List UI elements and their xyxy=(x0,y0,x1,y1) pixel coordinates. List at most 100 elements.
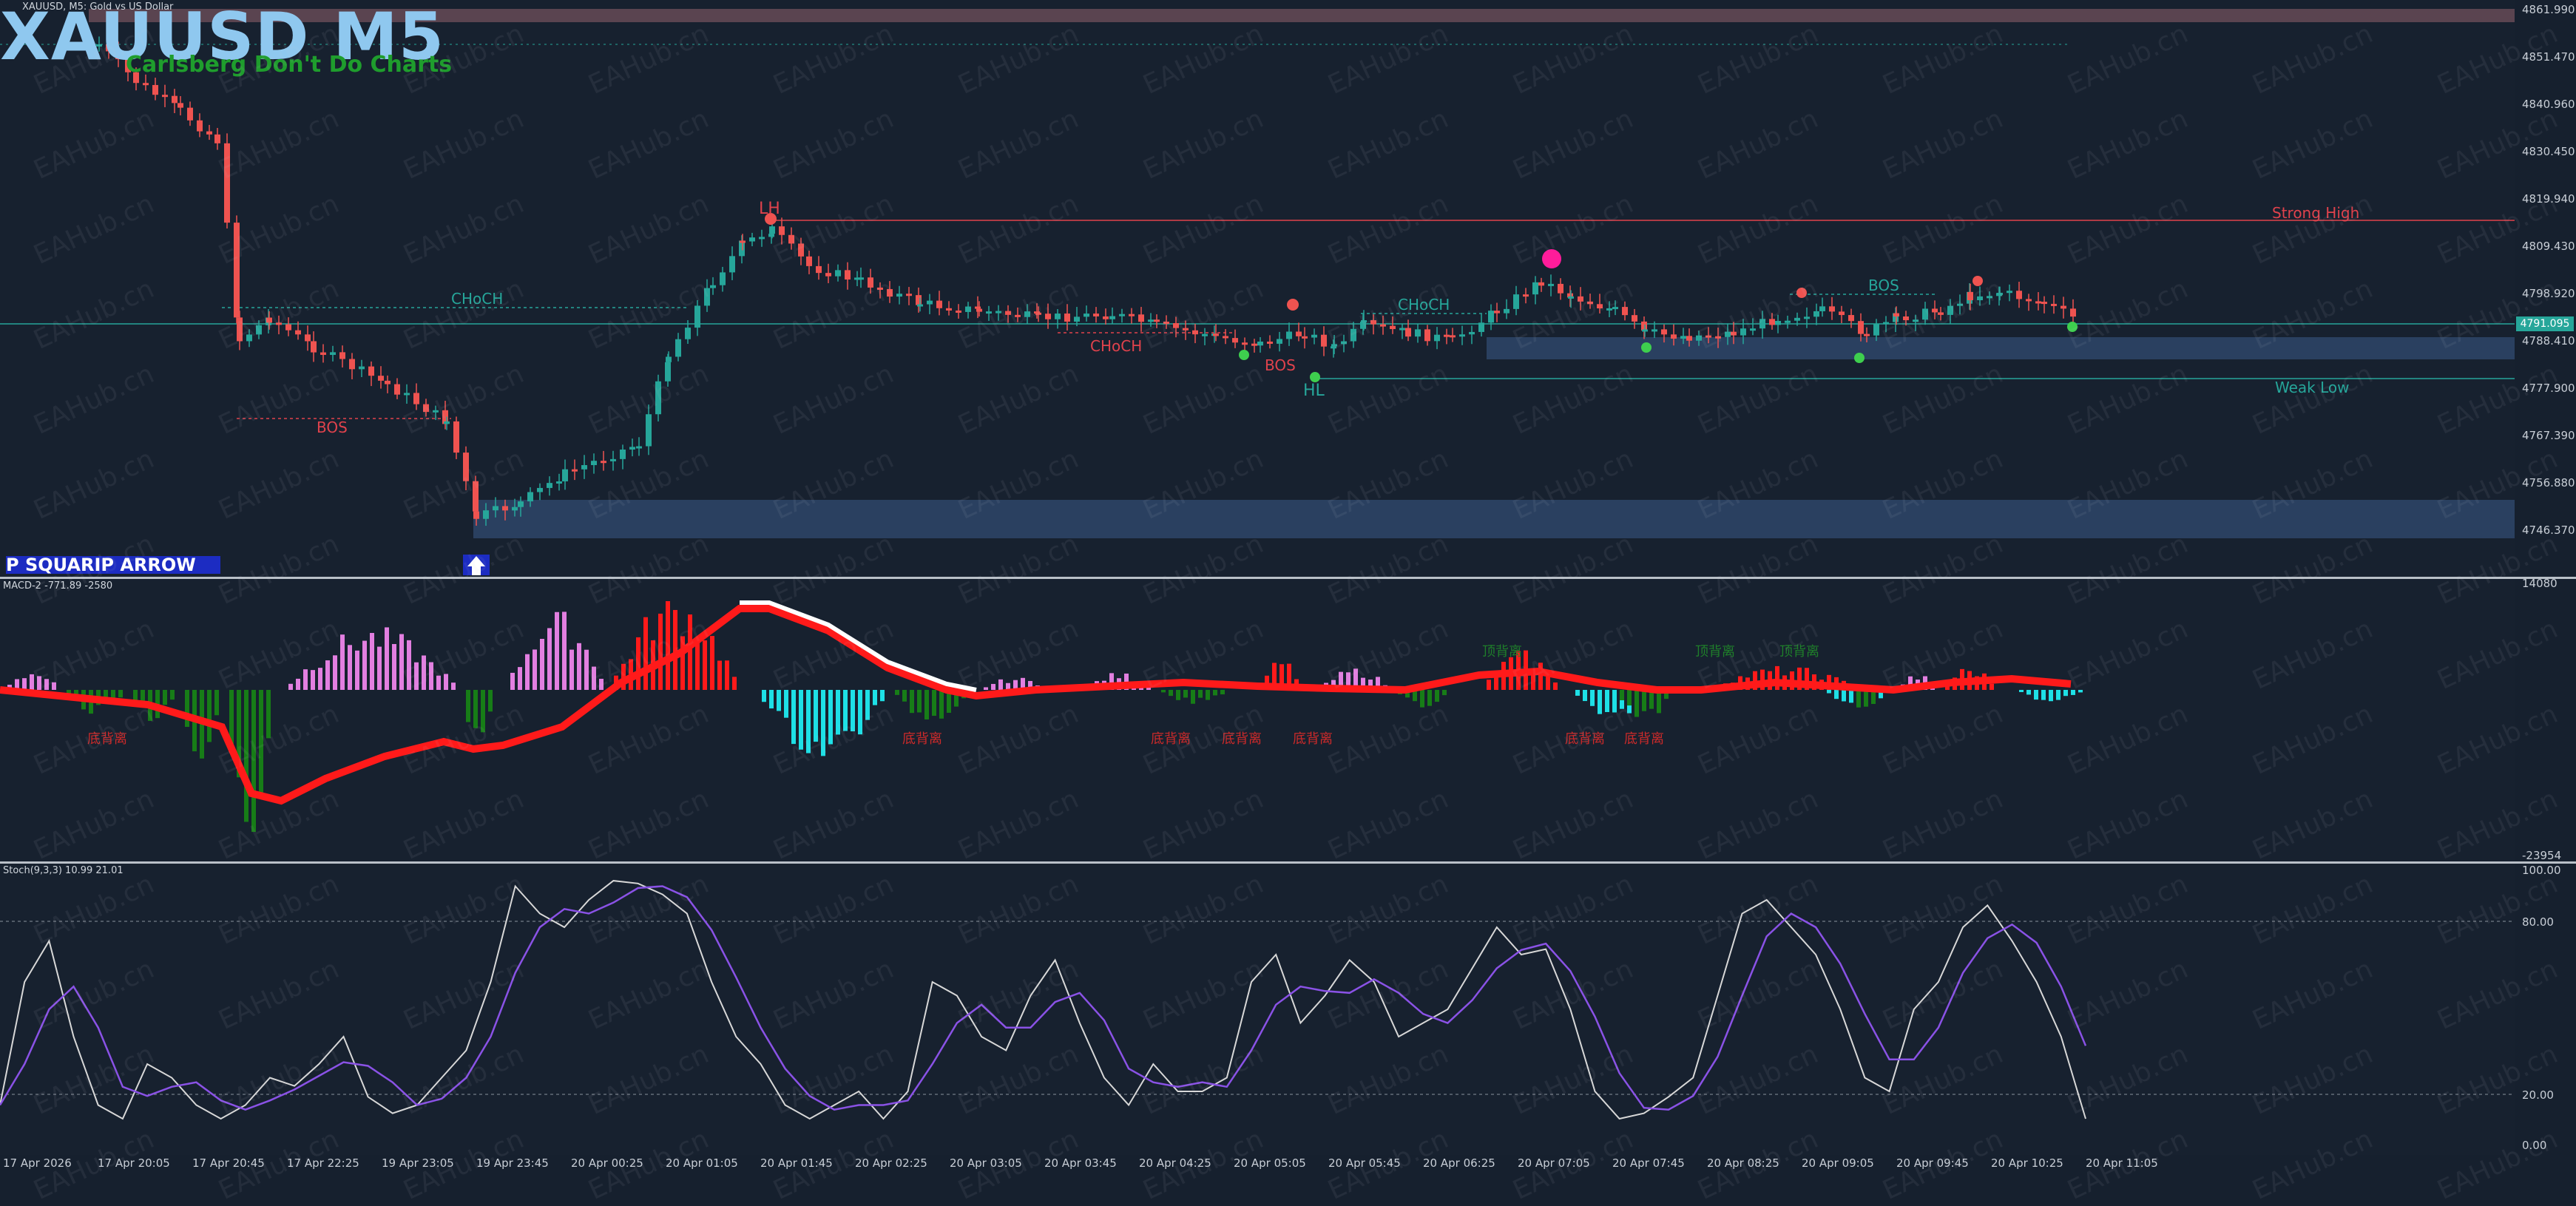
macd-histogram-bar xyxy=(1339,671,1343,690)
time-axis-label: 20 Apr 10:25 xyxy=(1991,1156,2063,1170)
candle-body xyxy=(1331,346,1336,349)
candle-body xyxy=(835,270,841,277)
candle-body xyxy=(1504,308,1510,314)
macd-histogram-bar xyxy=(732,677,737,690)
candle-body xyxy=(1750,328,1756,331)
macd-histogram-bar xyxy=(414,662,419,690)
candle-body xyxy=(1286,331,1292,339)
candle-body xyxy=(152,84,158,95)
pane-separator-1[interactable] xyxy=(0,577,2576,579)
macd-histogram-bar xyxy=(259,690,263,796)
macd-histogram-bar xyxy=(1657,690,1661,714)
macd-histogram-bar xyxy=(111,690,115,699)
macd-histogram-bar xyxy=(680,636,685,690)
candle-body xyxy=(453,421,459,453)
candle-body xyxy=(1173,323,1179,328)
candle-body xyxy=(610,458,616,461)
candle-body xyxy=(1232,338,1238,343)
time-axis-label: 17 Apr 20:05 xyxy=(98,1156,170,1170)
candle-body xyxy=(276,322,282,325)
chart-subtitle: Carlsberg Don't Do Charts xyxy=(126,52,453,78)
macd-histogram-bar xyxy=(695,638,700,690)
macd-histogram-bar xyxy=(1183,690,1188,698)
macd-histogram-bar xyxy=(584,649,589,690)
macd-histogram-bar xyxy=(488,690,493,712)
candle-body xyxy=(115,51,121,60)
macd-histogram-bar xyxy=(954,690,959,707)
macd-histogram-bar xyxy=(917,690,922,713)
candle-body xyxy=(2026,299,2032,302)
candle-body xyxy=(187,107,193,121)
candle-body xyxy=(2070,308,2076,317)
macd-histogram-bar xyxy=(939,690,944,719)
candle-body xyxy=(162,95,168,98)
macd-histogram-bar xyxy=(1213,690,1217,696)
macd-histogram-bar xyxy=(251,690,256,833)
candle-body xyxy=(234,223,240,318)
macd-histogram-bar xyxy=(407,640,411,690)
macd-histogram-bar xyxy=(481,690,485,733)
macd-histogram-bar xyxy=(1161,690,1166,693)
candle-body xyxy=(1622,307,1628,316)
price-axis-label: 4861.990 xyxy=(2522,3,2575,16)
macd-histogram-bar xyxy=(1583,690,1587,702)
candle-body xyxy=(133,72,139,84)
time-axis-label: 20 Apr 07:05 xyxy=(1518,1156,1590,1170)
price-chart-pane[interactable]: XAUUSD, M5: Gold vs US Dollar XAUUSD M5 … xyxy=(0,0,2515,577)
macd-pane[interactable]: MACD-2 -771.89 -2580 底背离 底背离 底背离 底背离 底背离… xyxy=(0,579,2515,861)
candle-body xyxy=(206,131,212,135)
price-axis-label: 4767.390 xyxy=(2522,429,2575,442)
macd-histogram-bar xyxy=(355,650,359,690)
candle-body xyxy=(1893,313,1899,322)
candle-body xyxy=(214,134,220,143)
candle-body xyxy=(1488,311,1494,323)
macd-histogram-bar xyxy=(710,636,714,690)
macd-histogram-bar xyxy=(1605,690,1609,713)
macd-histogram-bar xyxy=(1198,690,1203,698)
time-axis-label: 20 Apr 03:05 xyxy=(950,1156,1022,1170)
macd-histogram-bar xyxy=(1013,680,1018,690)
candle-body xyxy=(685,328,691,339)
price-axis-label: 4840.960 xyxy=(2522,98,2575,111)
price-axis-label: 4798.920 xyxy=(2522,287,2575,300)
macd-histogram-bar xyxy=(2019,690,2024,692)
time-axis-label: 17 Apr 20:45 xyxy=(192,1156,265,1170)
macd-histogram-bar xyxy=(991,683,995,690)
macd-signal-ribbon xyxy=(0,605,2072,805)
candle-body xyxy=(1632,315,1637,322)
candle-body xyxy=(896,294,902,297)
candle-body xyxy=(2016,291,2022,299)
candle-body xyxy=(1064,314,1070,322)
swing-dot-red-3 xyxy=(1972,276,1983,286)
candle-body xyxy=(1883,322,1889,325)
candle-body xyxy=(1532,282,1538,295)
candle-body xyxy=(473,511,479,519)
macd-histogram-bar xyxy=(237,690,241,778)
candle-body xyxy=(665,362,671,382)
macd-histogram-bar xyxy=(910,690,914,714)
pane-separator-2[interactable] xyxy=(0,861,2576,864)
macd-histogram-bar xyxy=(214,690,219,716)
candle-body xyxy=(975,306,981,309)
candle-body xyxy=(1829,306,1835,312)
candle-body xyxy=(96,44,102,47)
stoch-level-0-label: 0.00 xyxy=(2522,1139,2547,1152)
candle-body xyxy=(1567,293,1573,298)
small-demand-zone xyxy=(1487,337,2515,359)
macd-histogram-bar xyxy=(466,690,470,722)
time-axis-label: 20 Apr 03:45 xyxy=(1044,1156,1117,1170)
macd-histogram-bar xyxy=(621,663,626,690)
macd-histogram-bar xyxy=(2049,690,2053,702)
price-axis-label: 4756.880 xyxy=(2522,476,2575,489)
candle-body xyxy=(1587,301,1593,305)
candle-body xyxy=(1938,312,1944,315)
candle-body xyxy=(710,285,716,288)
macd-histogram-bar xyxy=(1864,690,1868,707)
candle-body xyxy=(305,334,311,342)
candle-body xyxy=(2051,303,2057,306)
candle-body xyxy=(1119,314,1125,316)
macd-histogram-bar xyxy=(266,690,271,739)
stoch-pane[interactable]: Stoch(9,3,3) 10.99 21.01 xyxy=(0,864,2515,1155)
candle-body xyxy=(266,317,272,323)
macd-histogram-bar xyxy=(133,690,138,701)
